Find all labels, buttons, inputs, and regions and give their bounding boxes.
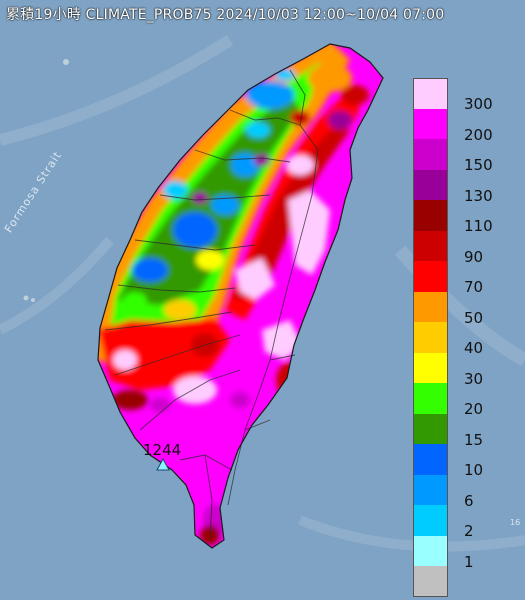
legend-label: 50 xyxy=(464,308,484,327)
legend-swatch xyxy=(413,169,448,201)
legend-label: 70 xyxy=(464,278,484,296)
legend-swatch xyxy=(413,139,448,170)
legend-row: 150 xyxy=(413,139,511,174)
edge-tag: 16 xyxy=(510,518,521,527)
legend-row: 20 xyxy=(413,383,511,418)
legend-row: 6 xyxy=(413,474,511,510)
small-island xyxy=(23,295,29,301)
legend-swatch xyxy=(413,383,448,414)
legend-label: 1 xyxy=(464,552,474,571)
legend-row: 300 xyxy=(413,78,511,113)
county-boundaries xyxy=(104,69,319,541)
legend-swatch xyxy=(413,352,448,384)
legend-label: 6 xyxy=(464,491,474,510)
legend-swatch xyxy=(413,474,448,506)
legend-row: 30 xyxy=(413,352,511,388)
legend-swatch xyxy=(413,200,448,231)
legend-swatch xyxy=(413,566,448,597)
legend-swatch xyxy=(413,230,448,262)
max-station-marker-icon xyxy=(156,458,170,471)
legend-label: 200 xyxy=(464,125,493,144)
max-station-value: 1244 xyxy=(143,441,182,459)
map-title: 累積19小時 CLIMATE_PROB75 2024/10/03 12:00~1… xyxy=(6,7,445,23)
legend-row: 50 xyxy=(413,291,511,327)
legend-row: 10 xyxy=(413,444,511,479)
legend-label: 15 xyxy=(464,430,484,449)
legend-swatch xyxy=(413,108,448,140)
legend-swatch xyxy=(413,78,448,109)
legend-label: 40 xyxy=(464,339,484,357)
legend-row: 15 xyxy=(413,413,511,449)
legend-swatch xyxy=(413,535,448,567)
legend-swatch xyxy=(413,444,448,475)
rainfall-legend: 300 200 150 130 110 90 70 50 40 30 20 15 10 6 2 1 xyxy=(413,78,511,597)
legend-label: 150 xyxy=(464,156,493,174)
legend-label: 90 xyxy=(464,247,484,266)
legend-label: 30 xyxy=(464,369,484,388)
coastline xyxy=(97,43,384,549)
legend-row: 90 xyxy=(413,230,511,266)
legend-row: 110 xyxy=(413,200,511,235)
legend-label: 2 xyxy=(464,522,474,540)
legend-row: 200 xyxy=(413,108,511,144)
small-island xyxy=(31,298,35,302)
legend-swatch xyxy=(413,291,448,323)
legend-label: 300 xyxy=(464,95,493,113)
legend-label: 20 xyxy=(464,400,484,418)
legend-row: 70 xyxy=(413,261,511,296)
legend-swatch xyxy=(413,505,448,536)
legend-label: 10 xyxy=(464,461,484,479)
legend-row: 40 xyxy=(413,322,511,357)
small-island xyxy=(63,59,69,65)
legend-label: 130 xyxy=(464,186,493,205)
legend-row: 1 xyxy=(413,535,511,571)
legend-row: 2 xyxy=(413,505,511,540)
legend-label: 110 xyxy=(464,217,493,235)
legend-swatch xyxy=(413,261,448,292)
legend-swatch xyxy=(413,413,448,445)
legend-swatch xyxy=(413,322,448,353)
legend-row: 130 xyxy=(413,169,511,205)
legend-row xyxy=(413,566,511,597)
